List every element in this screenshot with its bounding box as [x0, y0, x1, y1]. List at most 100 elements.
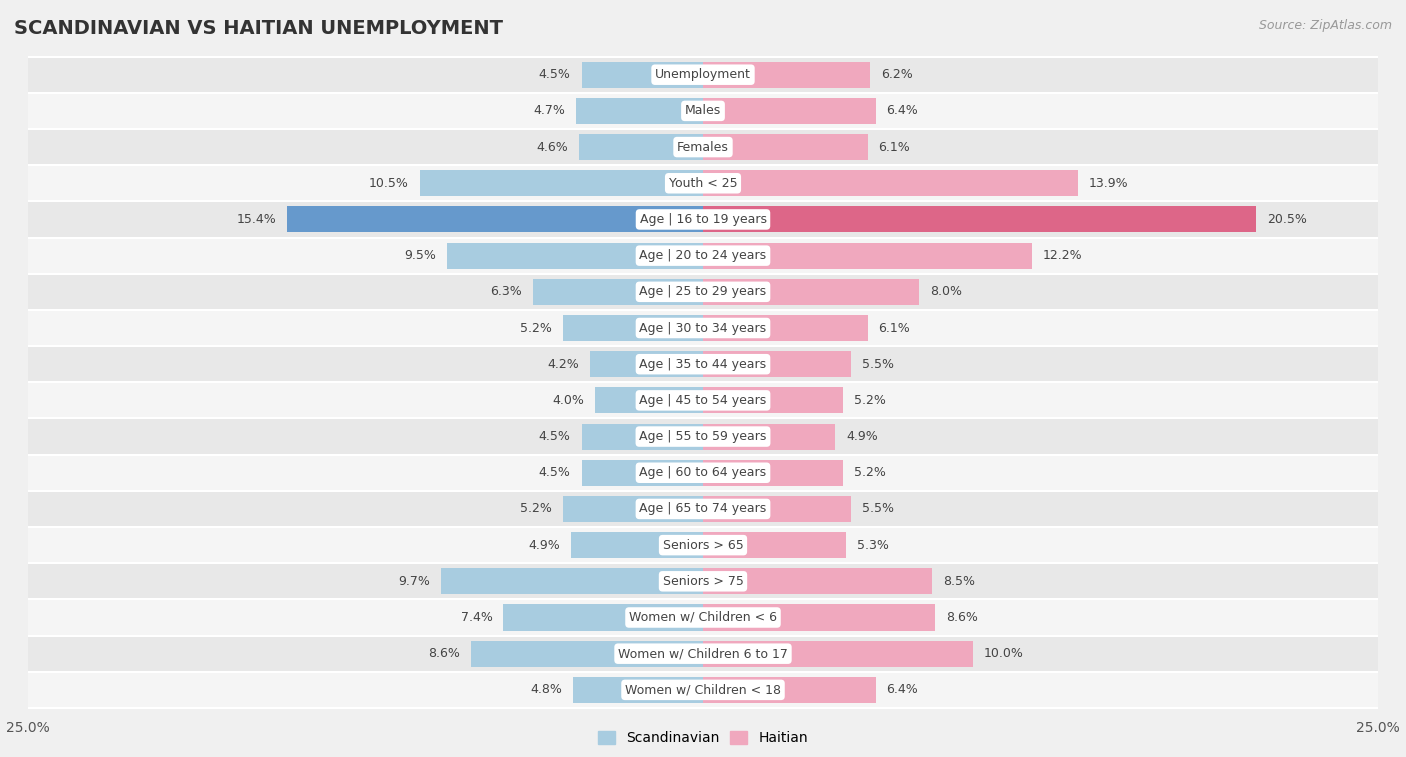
Bar	[28, 563, 1378, 600]
Bar	[471, 640, 703, 667]
Text: 4.5%: 4.5%	[538, 430, 571, 443]
Bar	[582, 61, 703, 88]
Bar	[28, 671, 1378, 708]
Bar	[574, 677, 703, 703]
Text: Women w/ Children < 6: Women w/ Children < 6	[628, 611, 778, 624]
Text: 6.1%: 6.1%	[879, 141, 910, 154]
Text: Age | 65 to 74 years: Age | 65 to 74 years	[640, 503, 766, 516]
Text: 4.8%: 4.8%	[530, 684, 562, 696]
Text: 12.2%: 12.2%	[1043, 249, 1083, 262]
Text: 8.6%: 8.6%	[429, 647, 460, 660]
Bar	[582, 423, 703, 450]
Text: Age | 16 to 19 years: Age | 16 to 19 years	[640, 213, 766, 226]
Text: Seniors > 65: Seniors > 65	[662, 539, 744, 552]
Text: Age | 30 to 34 years: Age | 30 to 34 years	[640, 322, 766, 335]
Bar	[28, 57, 1378, 93]
Text: 5.2%: 5.2%	[520, 503, 551, 516]
Text: 5.5%: 5.5%	[862, 358, 894, 371]
Text: 4.9%: 4.9%	[846, 430, 877, 443]
Bar	[28, 165, 1378, 201]
Bar	[703, 170, 1078, 196]
Bar	[703, 423, 835, 450]
Bar	[579, 134, 703, 160]
Text: 7.4%: 7.4%	[461, 611, 492, 624]
Bar	[582, 459, 703, 486]
Bar	[447, 242, 703, 269]
Bar	[703, 134, 868, 160]
Text: 4.7%: 4.7%	[533, 104, 565, 117]
Text: 5.2%: 5.2%	[855, 466, 886, 479]
Bar	[703, 98, 876, 124]
Bar	[28, 201, 1378, 238]
Text: 15.4%: 15.4%	[236, 213, 277, 226]
Bar	[576, 98, 703, 124]
Text: 5.2%: 5.2%	[855, 394, 886, 407]
Bar	[703, 569, 932, 594]
Bar	[503, 605, 703, 631]
Bar	[703, 532, 846, 558]
Bar	[28, 129, 1378, 165]
Text: 4.6%: 4.6%	[536, 141, 568, 154]
Text: 10.0%: 10.0%	[984, 647, 1024, 660]
Text: Seniors > 75: Seniors > 75	[662, 575, 744, 587]
Bar	[703, 640, 973, 667]
Bar	[28, 527, 1378, 563]
Text: Youth < 25: Youth < 25	[669, 177, 737, 190]
Text: 6.4%: 6.4%	[887, 684, 918, 696]
Text: 4.2%: 4.2%	[547, 358, 579, 371]
Bar	[595, 388, 703, 413]
Text: 5.5%: 5.5%	[862, 503, 894, 516]
Bar	[703, 315, 868, 341]
Text: 8.0%: 8.0%	[929, 285, 962, 298]
Bar	[703, 605, 935, 631]
Text: SCANDINAVIAN VS HAITIAN UNEMPLOYMENT: SCANDINAVIAN VS HAITIAN UNEMPLOYMENT	[14, 19, 503, 38]
Text: Age | 60 to 64 years: Age | 60 to 64 years	[640, 466, 766, 479]
Bar	[703, 351, 852, 377]
Text: 6.4%: 6.4%	[887, 104, 918, 117]
Text: 4.5%: 4.5%	[538, 68, 571, 81]
Text: 4.5%: 4.5%	[538, 466, 571, 479]
Text: 9.5%: 9.5%	[404, 249, 436, 262]
Bar	[703, 61, 870, 88]
Bar	[419, 170, 703, 196]
Text: 4.0%: 4.0%	[553, 394, 585, 407]
Bar	[28, 455, 1378, 491]
Bar	[28, 274, 1378, 310]
Bar	[703, 496, 852, 522]
Bar	[589, 351, 703, 377]
Text: 5.3%: 5.3%	[856, 539, 889, 552]
Text: 8.5%: 8.5%	[943, 575, 976, 587]
Legend: Scandinavian, Haitian: Scandinavian, Haitian	[592, 726, 814, 751]
Text: Age | 35 to 44 years: Age | 35 to 44 years	[640, 358, 766, 371]
Bar	[703, 207, 1257, 232]
Text: 5.2%: 5.2%	[520, 322, 551, 335]
Bar	[28, 346, 1378, 382]
Bar	[28, 310, 1378, 346]
Bar	[703, 242, 1032, 269]
Bar	[571, 532, 703, 558]
Bar	[28, 93, 1378, 129]
Bar	[703, 388, 844, 413]
Bar	[562, 315, 703, 341]
Bar	[28, 636, 1378, 671]
Bar	[28, 382, 1378, 419]
Text: Age | 55 to 59 years: Age | 55 to 59 years	[640, 430, 766, 443]
Text: Age | 45 to 54 years: Age | 45 to 54 years	[640, 394, 766, 407]
Text: Source: ZipAtlas.com: Source: ZipAtlas.com	[1258, 19, 1392, 32]
Bar	[562, 496, 703, 522]
Text: Age | 20 to 24 years: Age | 20 to 24 years	[640, 249, 766, 262]
Bar	[703, 279, 920, 305]
Text: Age | 25 to 29 years: Age | 25 to 29 years	[640, 285, 766, 298]
Text: 13.9%: 13.9%	[1090, 177, 1129, 190]
Bar	[28, 491, 1378, 527]
Text: Females: Females	[678, 141, 728, 154]
Text: 6.3%: 6.3%	[491, 285, 522, 298]
Bar	[533, 279, 703, 305]
Bar	[287, 207, 703, 232]
Text: 9.7%: 9.7%	[398, 575, 430, 587]
Bar	[703, 459, 844, 486]
Text: 20.5%: 20.5%	[1267, 213, 1308, 226]
Text: 8.6%: 8.6%	[946, 611, 977, 624]
Text: Women w/ Children 6 to 17: Women w/ Children 6 to 17	[619, 647, 787, 660]
Bar	[28, 419, 1378, 455]
